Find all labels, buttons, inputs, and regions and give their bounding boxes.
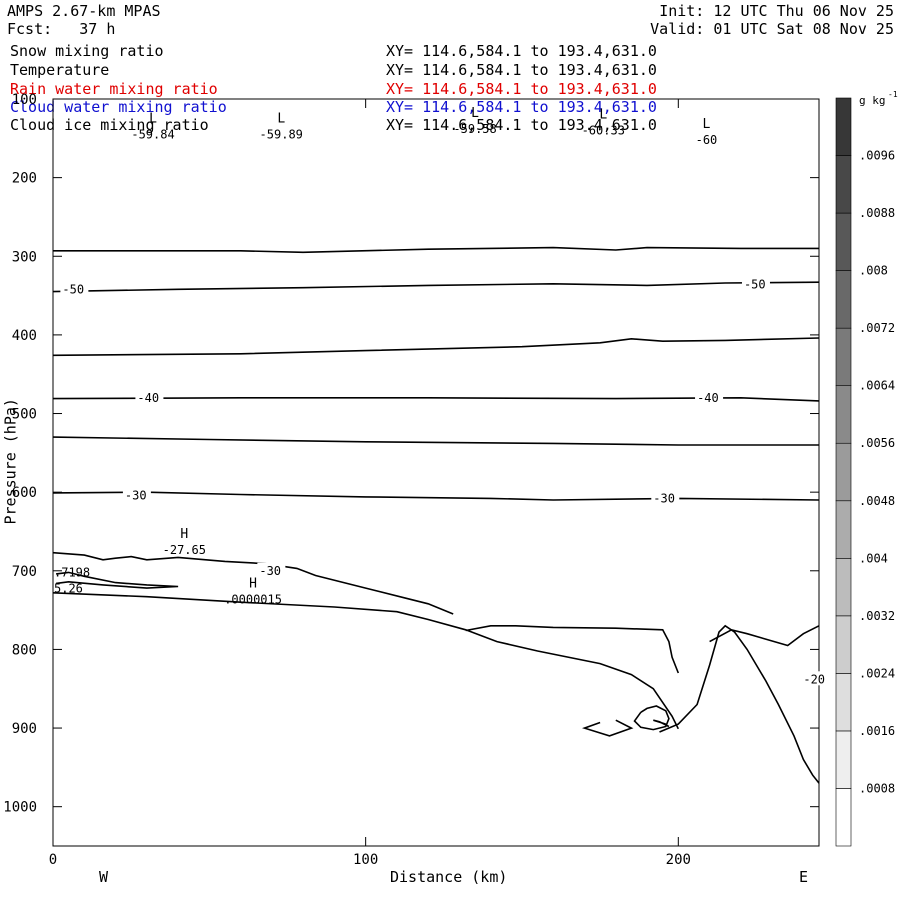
field-xy-temperature: XY= 114.6,584.1 to 193.4,631.0 bbox=[386, 61, 657, 79]
colorbar-cell bbox=[835, 155, 852, 214]
contour-line bbox=[52, 337, 820, 357]
colorbar-label: .0032 bbox=[859, 609, 895, 623]
colorbar-cell bbox=[835, 788, 852, 847]
field-xy-rain: XY= 114.6,584.1 to 193.4,631.0 bbox=[386, 80, 657, 98]
colorbar-cell bbox=[835, 97, 852, 156]
contour-label: -40 bbox=[137, 391, 159, 405]
x-tick-label: 200 bbox=[666, 852, 691, 868]
edge-value: .7198 bbox=[54, 565, 90, 579]
contour-label-bg bbox=[60, 281, 89, 296]
contour-label: -40 bbox=[697, 391, 719, 405]
colorbar-label: .0096 bbox=[859, 149, 895, 163]
extremum-value: -59.89 bbox=[260, 128, 303, 142]
colorbar-label: .0064 bbox=[859, 379, 895, 393]
colorbar-unit-exponent: -1 bbox=[888, 90, 898, 99]
extremum-type: L bbox=[277, 112, 285, 127]
colorbar-cell bbox=[835, 500, 852, 559]
colorbar-cell bbox=[835, 212, 852, 271]
contour-label: -30 bbox=[259, 564, 281, 578]
colorbar-cell bbox=[835, 385, 852, 444]
edge-value: 5.26 bbox=[54, 581, 83, 595]
contour-label: -50 bbox=[744, 278, 766, 292]
east-end-label: E bbox=[799, 868, 809, 886]
contour-label-bg bbox=[741, 276, 770, 291]
contour-label-bg bbox=[651, 490, 680, 505]
colorbar-cell bbox=[835, 270, 852, 329]
extremum-value: .0000015 bbox=[224, 592, 282, 606]
colorbar-cell bbox=[835, 673, 852, 732]
plot-border bbox=[52, 98, 820, 847]
field-name-cloud-ice: Cloud ice mixing ratio bbox=[10, 116, 209, 134]
contour-line bbox=[633, 705, 670, 731]
contour-line bbox=[52, 491, 820, 501]
colorbar-label: .0088 bbox=[859, 206, 895, 220]
extremum-type: L bbox=[703, 117, 711, 132]
y-tick-label: 900 bbox=[12, 721, 37, 737]
contour-line bbox=[659, 624, 820, 784]
colorbar-cell bbox=[835, 615, 852, 674]
field-name-snow: Snow mixing ratio bbox=[10, 42, 164, 60]
contour-line bbox=[653, 719, 670, 728]
contour-label: -20 bbox=[803, 672, 825, 686]
colorbar-cell bbox=[835, 327, 852, 386]
colorbar-unit: g kg bbox=[859, 94, 886, 107]
contour-line bbox=[53, 246, 819, 254]
colorbar-cell bbox=[835, 730, 852, 789]
x-tick-label: 100 bbox=[353, 852, 378, 868]
west-end-label: W bbox=[99, 868, 109, 886]
extremum-value: -60 bbox=[696, 133, 718, 147]
contour-line bbox=[55, 571, 179, 589]
extremum-type: H bbox=[249, 576, 257, 591]
valid-time: Valid: 01 UTC Sat 08 Nov 25 bbox=[650, 20, 894, 38]
y-tick-label: 700 bbox=[12, 564, 37, 580]
contour-label: -30 bbox=[125, 488, 147, 502]
colorbar-label: .0008 bbox=[859, 781, 895, 795]
y-tick-label: 300 bbox=[12, 249, 37, 265]
contour-line bbox=[52, 281, 820, 293]
field-name-temperature: Temperature bbox=[10, 61, 110, 79]
contour-label-bg bbox=[257, 562, 286, 577]
x-axis-label: Distance (km) bbox=[390, 868, 508, 886]
model-title: AMPS 2.67-km MPAS bbox=[7, 2, 161, 20]
colorbar-label: .0016 bbox=[859, 724, 895, 738]
contour-line bbox=[465, 625, 680, 674]
extremum-value: -27.65 bbox=[163, 543, 206, 557]
init-time: Init: 12 UTC Thu 06 Nov 25 bbox=[659, 2, 894, 20]
forecast-hour: Fcst: 37 h bbox=[7, 20, 116, 38]
colorbar-cell bbox=[835, 558, 852, 617]
field-name-rain: Rain water mixing ratio bbox=[10, 80, 218, 98]
contour-line bbox=[581, 719, 634, 737]
field-name-cloud-water: Cloud water mixing ratio bbox=[10, 98, 227, 116]
field-xy-cloud-water: XY= 114.6,584.1 to 193.4,631.0 bbox=[386, 98, 657, 116]
contour-label-bg bbox=[135, 389, 164, 404]
colorbar-label: .0072 bbox=[859, 321, 895, 335]
colorbar-label: .008 bbox=[859, 264, 888, 278]
x-tick-label: 0 bbox=[49, 852, 57, 868]
colorbar-label: .0024 bbox=[859, 666, 895, 680]
contour-line bbox=[52, 551, 454, 615]
extremum-type: H bbox=[180, 527, 188, 542]
contour-line bbox=[52, 436, 819, 446]
contour-line bbox=[52, 396, 820, 402]
colorbar-label: .0048 bbox=[859, 494, 895, 508]
contour-label-bg bbox=[122, 487, 151, 502]
y-axis-label: Pressure (hPa) bbox=[1, 398, 20, 525]
colorbar-label: .0056 bbox=[859, 436, 895, 450]
field-xy-cloud-ice: XY= 114.6,584.1 to 193.4,631.0 bbox=[386, 116, 657, 134]
contour-label: -50 bbox=[62, 282, 84, 296]
y-tick-label: 1000 bbox=[3, 800, 37, 816]
y-tick-label: 200 bbox=[12, 171, 37, 187]
contour-label: -30 bbox=[653, 491, 675, 505]
contour-line bbox=[709, 625, 820, 647]
colorbar-label: .004 bbox=[859, 551, 888, 565]
colorbar-cell bbox=[835, 442, 852, 502]
contour-label-bg bbox=[801, 671, 830, 686]
contour-line bbox=[52, 592, 680, 730]
y-tick-label: 800 bbox=[12, 642, 37, 658]
y-tick-label: 400 bbox=[12, 328, 37, 344]
field-xy-snow: XY= 114.6,584.1 to 193.4,631.0 bbox=[386, 42, 657, 60]
contour-label-bg bbox=[695, 389, 724, 404]
